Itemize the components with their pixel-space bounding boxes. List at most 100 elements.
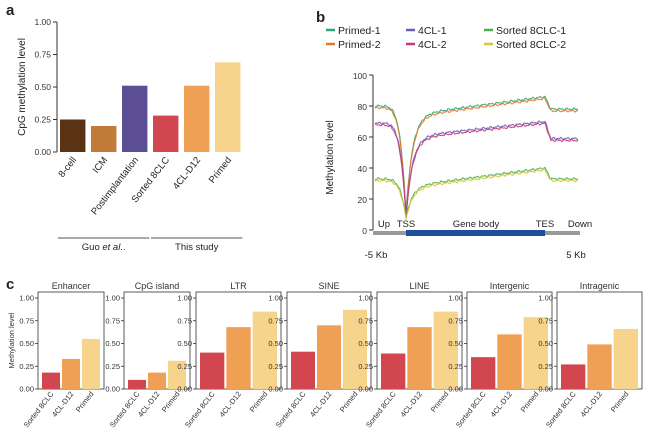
c-x-tick-label: 4CL-D12 xyxy=(489,390,515,419)
c-y-tick-label: 0.25 xyxy=(19,362,34,371)
b-legend-label: 4CL-2 xyxy=(418,39,447,51)
c-bar-4cl-d12 xyxy=(587,344,612,389)
c-x-tick-label: Primed xyxy=(429,390,451,414)
c-subplot-title: Intergenic xyxy=(490,281,530,291)
c-y-tick-label: 0.50 xyxy=(448,339,463,348)
c-subplot-title: SINE xyxy=(318,281,339,291)
a-y-axis-title: CpG methylation level xyxy=(17,38,28,136)
a-bar-icm xyxy=(91,126,117,152)
b-legend-label: 4CL-1 xyxy=(418,25,447,37)
b-downstream-bar xyxy=(545,231,580,235)
b-line-sorted-8clc-1 xyxy=(374,166,579,218)
c-y-tick-label: 0.25 xyxy=(268,362,283,371)
a-bar-8-cell xyxy=(60,119,86,152)
b-upstream-bar xyxy=(373,231,406,235)
c-subplot-title: CpG island xyxy=(135,281,180,291)
a-y-tick-label: 0.25 xyxy=(34,115,51,125)
c-bar-sorted-8clc xyxy=(200,352,225,389)
c-x-tick-label: 4CL-D12 xyxy=(579,390,605,419)
c-x-tick-label: Sorted 8CLC xyxy=(364,389,398,429)
c-y-tick-label: 1.00 xyxy=(268,294,283,303)
c-bar-4cl-d12 xyxy=(62,358,80,389)
c-y-tick-label: 0.50 xyxy=(358,339,373,348)
c-subplot-intergenic: Intergenic 0.00 0.25 0.50 0.75 1.00 Sorted 8CL… xyxy=(448,281,553,429)
c-bar-primed xyxy=(433,311,458,389)
c-x-tick-label: Primed xyxy=(338,390,360,414)
c-bar-sorted-8clc xyxy=(471,357,496,389)
c-subplot-title: LTR xyxy=(230,281,247,291)
c-y-tick-label: 0.50 xyxy=(19,339,34,348)
c-bar-sorted-8clc xyxy=(561,364,586,389)
c-x-tick-label: Sorted 8CLC xyxy=(454,389,488,429)
b-y-tick-label: 60 xyxy=(358,133,368,143)
c-subplot-title: Enhancer xyxy=(52,281,91,291)
c-y-tick-label: 0.00 xyxy=(448,385,463,394)
b-region-tes: TES xyxy=(536,219,554,230)
b-legend-label: Primed-2 xyxy=(338,39,381,51)
a-x-tick-label: Primed xyxy=(207,155,234,185)
c-y-tick-label: 1.00 xyxy=(19,294,34,303)
c-bar-sorted-8clc xyxy=(291,351,315,389)
b-y-tick-label: 0 xyxy=(362,226,367,236)
panel-b-label: b xyxy=(316,9,325,26)
b-legend-label: Sorted 8CLC-2 xyxy=(496,39,566,51)
c-bar-sorted-8clc xyxy=(42,372,60,389)
c-x-tick-label: 4CL-D12 xyxy=(399,390,425,419)
c-y-tick-label: 0.25 xyxy=(177,362,192,371)
b-legend-label: Sorted 8CLC-1 xyxy=(496,25,566,37)
c-y-tick-label: 0.75 xyxy=(448,316,463,325)
c-x-tick-label: Sorted 8CLC xyxy=(183,389,217,429)
panel-b-chart: Primed-1 4CL-1 Sorted 8CLC-1 Primed-2 4CL-2 S… xyxy=(325,25,592,261)
c-subplot-intragenic: Intragenic 0.00 0.25 0.50 0.75 1.00 Sorted 8CL… xyxy=(538,281,643,429)
c-y-tick-label: 0.00 xyxy=(105,385,120,394)
c-bar-4cl-d12 xyxy=(407,327,432,389)
c-subplot-ltr: LTR 0.00 0.25 0.50 0.75 1.00 Sorted 8CLC 4CL-D1… xyxy=(177,281,282,429)
c-bar-primed xyxy=(168,360,186,389)
a-x-tick-label: ICM xyxy=(91,155,110,176)
panel-c-label: c xyxy=(6,276,14,293)
c-y-tick-label: 1.00 xyxy=(448,294,463,303)
c-bar-primed xyxy=(252,311,277,389)
a-bar-4cl-d12 xyxy=(184,85,210,152)
b-region-gene-body: Gene body xyxy=(453,219,500,230)
c-y-tick-label: 0.00 xyxy=(358,385,373,394)
c-y-tick-label: 0.25 xyxy=(105,362,120,371)
c-y-tick-label: 0.75 xyxy=(105,316,120,325)
b-y-axis-title: Methylation level xyxy=(325,120,336,194)
c-bar-4cl-d12 xyxy=(148,372,166,389)
c-x-tick-label: Primed xyxy=(74,390,96,414)
c-subplot-sine: SINE 0.00 0.25 0.50 0.75 1.00 Sorted 8CLC 4CL-D… xyxy=(268,281,372,429)
b-y-tick-label: 20 xyxy=(358,195,368,205)
c-subplot-line: LINE 0.00 0.25 0.50 0.75 1.00 Sorted 8CLC 4CL-D… xyxy=(358,281,463,429)
c-y-tick-label: 0.75 xyxy=(268,316,283,325)
panel-a-label: a xyxy=(6,2,15,19)
c-x-tick-label: Primed xyxy=(248,390,270,414)
c-y-tick-label: 0.25 xyxy=(538,362,553,371)
panel-c-charts: Methylation level Enhancer 0.00 0.25 0.50 0.7… xyxy=(7,281,643,429)
a-x-tick-label: 8-cell xyxy=(56,155,79,180)
b-y-tick-label: 80 xyxy=(358,102,368,112)
a-group-label: Guo et al.. xyxy=(82,242,126,253)
a-bar-primed xyxy=(215,62,241,152)
c-bar-primed xyxy=(613,328,638,389)
b-y-tick-label: 40 xyxy=(358,164,368,174)
c-y-tick-label: 1.00 xyxy=(358,294,373,303)
b-y-tick-label: 100 xyxy=(353,71,367,81)
c-bar-sorted-8clc xyxy=(381,353,406,389)
c-y-tick-label: 0.50 xyxy=(538,339,553,348)
c-bar-4cl-d12 xyxy=(317,325,341,389)
c-y-tick-label: 0.25 xyxy=(448,362,463,371)
c-y-tick-label: 0.00 xyxy=(177,385,192,394)
c-y-tick-label: 0.50 xyxy=(105,339,120,348)
c-subplot-cpg-island: CpG island 0.00 0.25 0.50 0.75 1.00 Sorted 8CL… xyxy=(105,281,191,429)
c-bar-4cl-d12 xyxy=(226,327,251,389)
panel-a-chart: 0.00 0.25 0.50 0.75 1.00 CpG methylation leve… xyxy=(17,17,243,253)
b-x-left-label: -5 Kb xyxy=(365,250,388,261)
a-x-tick-label: 4CL-D12 xyxy=(171,155,203,192)
c-y-tick-label: 1.00 xyxy=(177,294,192,303)
c-x-tick-label: 4CL-D12 xyxy=(308,390,334,419)
a-y-tick-label: 0.00 xyxy=(34,147,51,157)
c-y-tick-label: 0.50 xyxy=(268,339,283,348)
